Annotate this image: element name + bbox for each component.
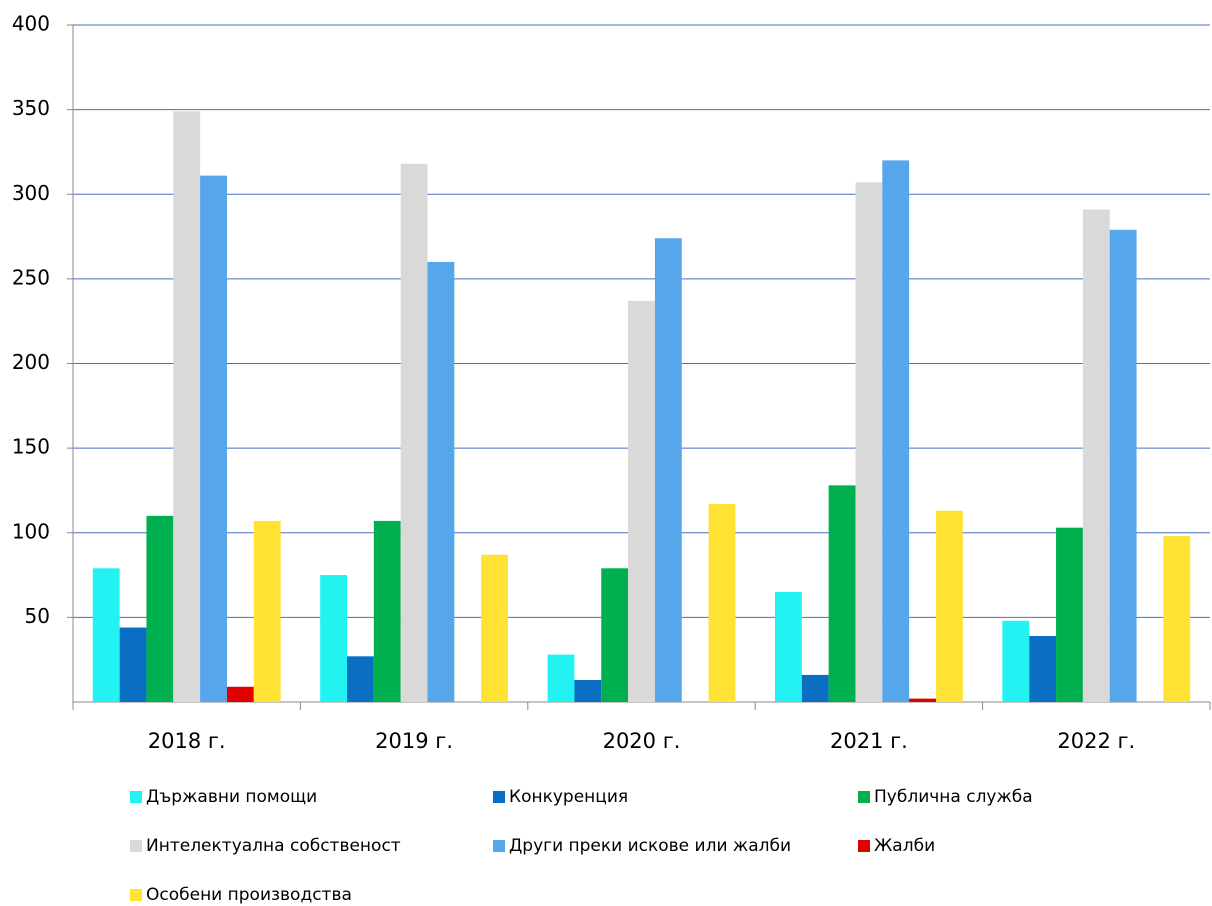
bar [1109, 229, 1137, 703]
bar [1163, 536, 1191, 702]
y-tick-label: 50 [25, 604, 50, 628]
bar [1056, 527, 1083, 702]
x-tick-label: 2021 г. [830, 729, 908, 753]
legend-label: Жалби [874, 836, 935, 856]
bar [119, 627, 147, 702]
x-tick-label: 2019 г. [375, 729, 453, 753]
bar [1082, 209, 1110, 703]
bar [855, 182, 883, 703]
y-tick-label: 200 [12, 350, 50, 374]
bar [92, 568, 120, 702]
bar [601, 568, 629, 702]
legend-swatch [493, 791, 505, 803]
bar [828, 485, 856, 702]
bar [253, 520, 281, 702]
legend-swatch [130, 840, 142, 852]
legend-label: Интелектуална собственост [146, 836, 401, 856]
bar [909, 698, 936, 702]
bar [1029, 635, 1057, 702]
bar [774, 591, 802, 702]
bar [547, 654, 575, 702]
bar [882, 160, 910, 702]
bar [935, 510, 963, 702]
y-tick-label: 400 [12, 12, 50, 36]
legend-swatch [130, 889, 142, 901]
legend-label: Особени производства [146, 885, 352, 905]
bar [574, 679, 602, 702]
bar [481, 554, 509, 702]
bar [400, 163, 428, 702]
y-tick-label: 150 [12, 435, 50, 459]
bar [801, 674, 829, 702]
bar [347, 656, 374, 702]
bar [226, 686, 254, 702]
bar [373, 520, 401, 702]
bar [320, 575, 348, 702]
legend-swatch [858, 840, 870, 852]
y-tick-label: 100 [12, 519, 50, 543]
legend-swatch [493, 840, 505, 852]
legend-swatch [130, 791, 142, 803]
y-tick-label: 300 [12, 181, 50, 205]
legend-label: Други преки искове или жалби [509, 836, 791, 856]
x-tick-label: 2022 г. [1057, 729, 1135, 753]
bar [628, 300, 655, 702]
bar [708, 503, 736, 702]
bar [173, 111, 201, 702]
bar [427, 261, 455, 702]
y-tick-label: 350 [12, 96, 50, 120]
y-tick-label: 250 [12, 265, 50, 289]
bar [200, 175, 227, 702]
x-tick-label: 2020 г. [603, 729, 681, 753]
bar [1002, 620, 1030, 702]
legend-label: Конкуренция [509, 787, 628, 807]
legend-swatch [858, 791, 870, 803]
legend-label: Държавни помощи [146, 787, 317, 807]
legend-label: Публична служба [874, 787, 1033, 807]
bar [654, 238, 682, 702]
x-tick-label: 2018 г. [148, 729, 226, 753]
bar [146, 515, 174, 702]
